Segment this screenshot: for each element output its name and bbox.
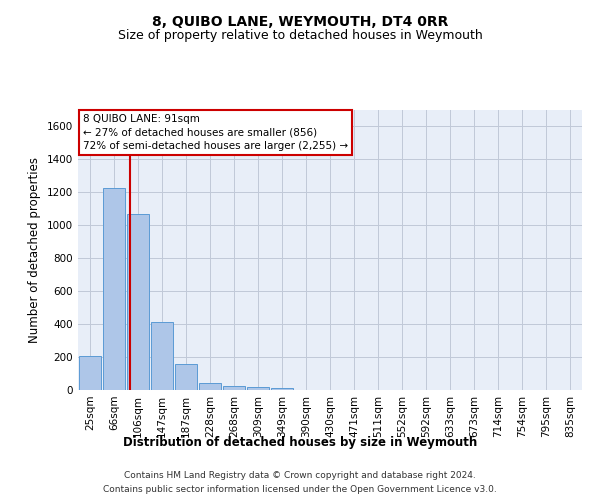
Bar — [127, 214, 149, 390]
Bar — [271, 388, 293, 390]
Bar — [175, 364, 197, 390]
Text: Contains public sector information licensed under the Open Government Licence v3: Contains public sector information licen… — [103, 484, 497, 494]
Bar — [151, 322, 173, 390]
Bar — [223, 386, 245, 390]
Bar — [199, 382, 221, 390]
Text: Size of property relative to detached houses in Weymouth: Size of property relative to detached ho… — [118, 28, 482, 42]
Text: Distribution of detached houses by size in Weymouth: Distribution of detached houses by size … — [123, 436, 477, 449]
Text: 8, QUIBO LANE, WEYMOUTH, DT4 0RR: 8, QUIBO LANE, WEYMOUTH, DT4 0RR — [152, 16, 448, 30]
Text: Contains HM Land Registry data © Crown copyright and database right 2024.: Contains HM Land Registry data © Crown c… — [124, 472, 476, 480]
Y-axis label: Number of detached properties: Number of detached properties — [28, 157, 41, 343]
Bar — [103, 188, 125, 390]
Bar — [247, 386, 269, 390]
Bar — [79, 356, 101, 390]
Text: 8 QUIBO LANE: 91sqm
← 27% of detached houses are smaller (856)
72% of semi-detac: 8 QUIBO LANE: 91sqm ← 27% of detached ho… — [83, 114, 348, 150]
